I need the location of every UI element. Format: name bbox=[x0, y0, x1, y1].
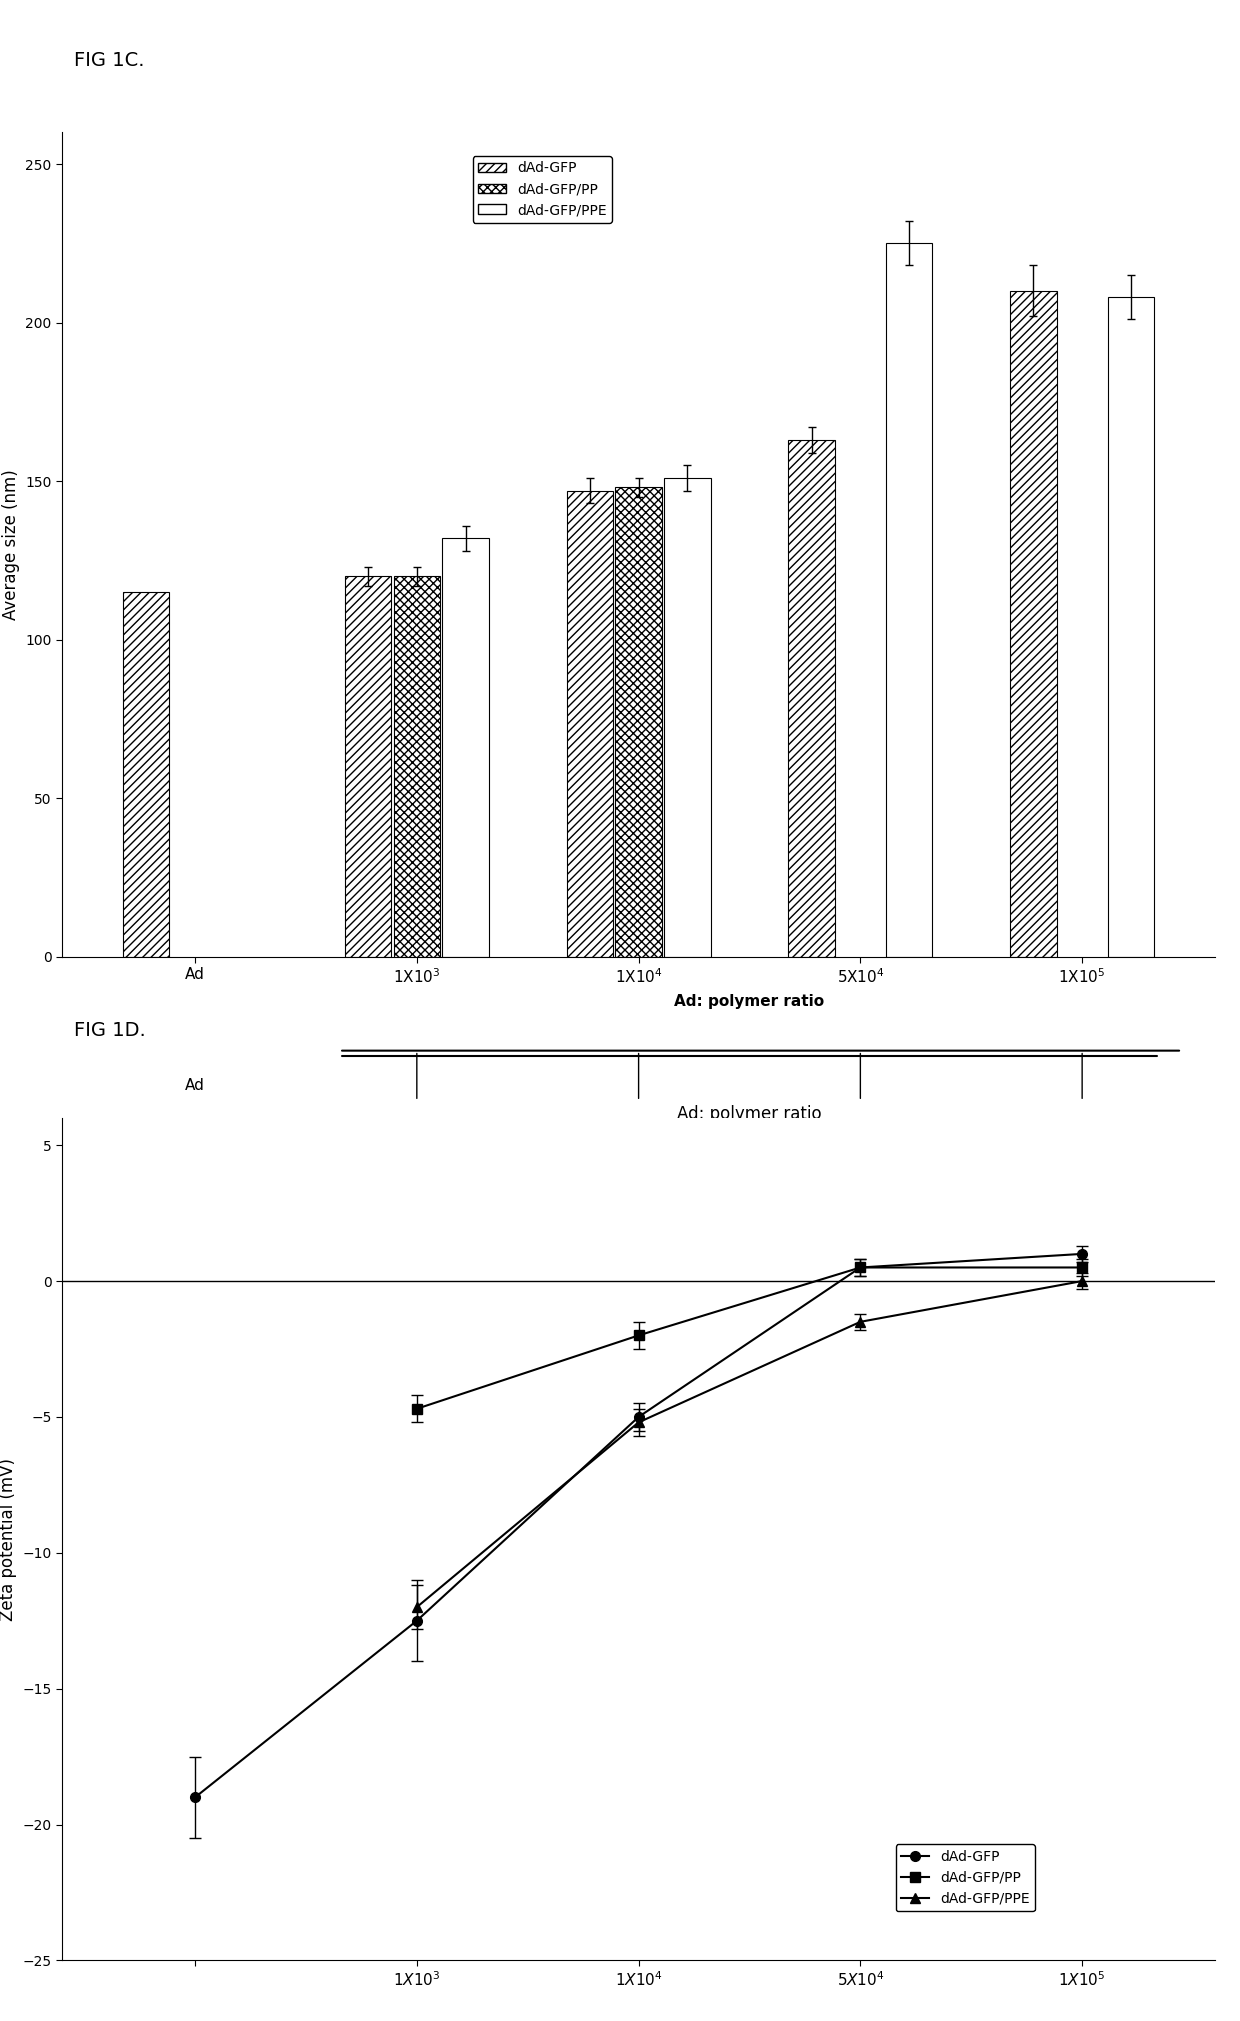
Legend: dAd-GFP, dAd-GFP/PP, dAd-GFP/PPE: dAd-GFP, dAd-GFP/PP, dAd-GFP/PPE bbox=[472, 156, 613, 222]
Text: Ad: Ad bbox=[185, 1077, 205, 1093]
Text: Ad: polymer ratio: Ad: polymer ratio bbox=[675, 994, 825, 1008]
Y-axis label: Average size (nm): Average size (nm) bbox=[1, 469, 20, 620]
Bar bbox=[1011, 291, 1056, 956]
Bar bbox=[393, 576, 440, 956]
Text: FIG 1D.: FIG 1D. bbox=[74, 1021, 146, 1039]
Bar bbox=[345, 576, 391, 956]
Bar bbox=[443, 538, 489, 956]
Bar bbox=[615, 487, 662, 956]
Bar bbox=[887, 243, 932, 956]
Bar bbox=[567, 491, 613, 956]
Bar bbox=[789, 441, 835, 956]
Bar bbox=[1107, 297, 1154, 956]
Legend: dAd-GFP, dAd-GFP/PP, dAd-GFP/PPE: dAd-GFP, dAd-GFP/PP, dAd-GFP/PPE bbox=[895, 1845, 1035, 1912]
Text: FIG 1C.: FIG 1C. bbox=[74, 51, 145, 69]
Bar bbox=[665, 477, 711, 956]
Bar bbox=[123, 592, 170, 956]
Y-axis label: Zeta potential (mV): Zeta potential (mV) bbox=[0, 1457, 17, 1621]
Text: Ad: polymer ratio: Ad: polymer ratio bbox=[677, 1105, 822, 1124]
